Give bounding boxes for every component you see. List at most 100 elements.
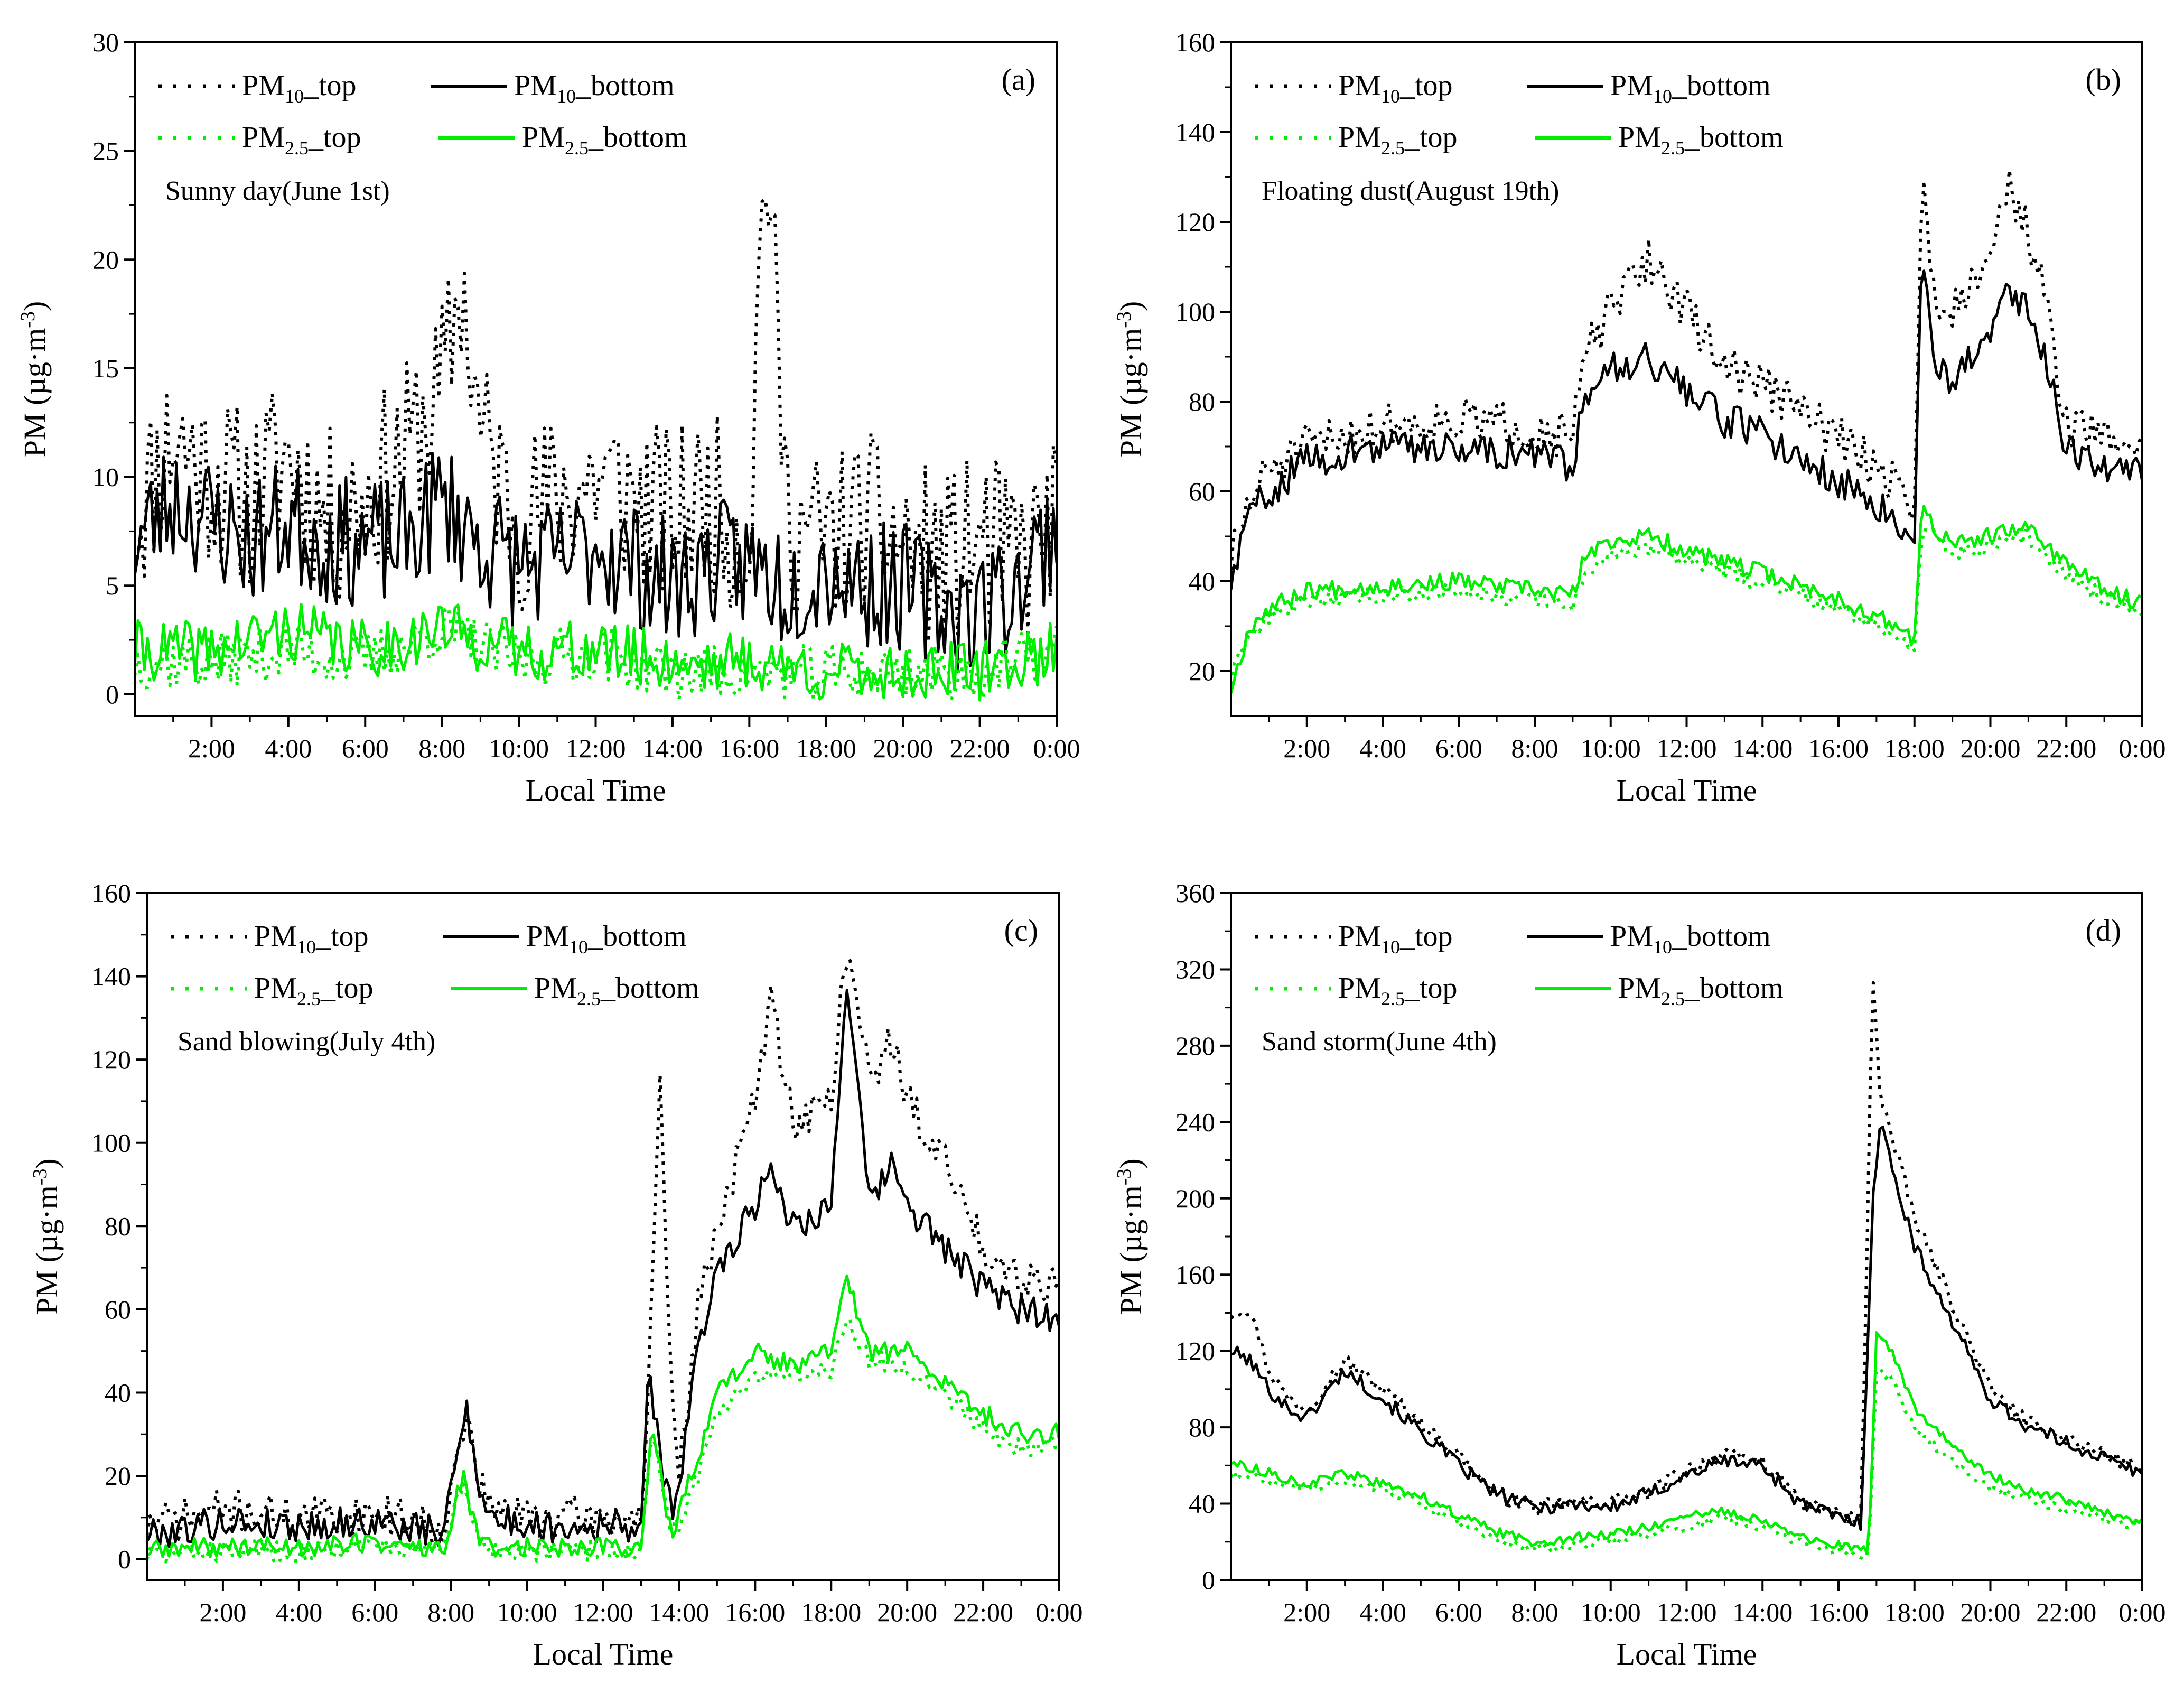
y-axis-title: PM (µg·m-3) — [1113, 1158, 1148, 1314]
y-tick-label: 80 — [1189, 1412, 1215, 1442]
series-group — [135, 197, 1057, 702]
y-axis-title-close: ) — [1114, 1158, 1148, 1168]
legend-label-pm25-top-main: PM — [1338, 121, 1381, 154]
legend-label-pm10-top-subscript: 10 — [1381, 936, 1400, 957]
legend-label-pm25-bottom-subscript: 2.5 — [1661, 988, 1685, 1009]
legend-label-pm25-bottom-main: PM — [534, 972, 577, 1005]
legend-label-pm10-top-subscript: 10 — [297, 936, 316, 957]
legend-label-pm25-bottom-main: PM — [1618, 972, 1661, 1005]
series-pm10-top — [1231, 981, 2142, 1526]
x-tick-label: 0:00 — [2119, 733, 2166, 763]
legend-label-pm10-top-suffix: _top — [303, 69, 357, 102]
legend-label-pm10-top-suffix: _top — [315, 920, 369, 953]
y-tick-label: 140 — [1175, 117, 1215, 147]
panel-label: (c) — [1004, 913, 1038, 947]
legend-label-pm10-top-suffix: _top — [1399, 920, 1453, 953]
x-tick-label: 18:00 — [1884, 733, 1945, 763]
x-tick-label: 12:00 — [573, 1597, 633, 1627]
legend-label-pm10-bottom-suffix: _bottom — [575, 69, 675, 102]
y-tick-label: 100 — [1175, 297, 1215, 327]
legend-label-pm25-top-suffix: _top — [1404, 121, 1458, 154]
y-tick-label: 0 — [118, 1545, 131, 1574]
x-tick-label: 12:00 — [1657, 733, 1717, 763]
x-tick-label: 22:00 — [950, 733, 1010, 763]
y-axis-title: PM (µg·m-3) — [29, 1158, 64, 1314]
legend-label-pm10-bottom-suffix: _bottom — [1672, 920, 1771, 953]
x-tick-label: 4:00 — [1359, 733, 1406, 763]
panel-c: 0 20 40 60 80 100 120 140 160 2:00 4:00 6:00 8:00 10:… — [29, 878, 1082, 1671]
x-axis-title: Local Time — [533, 1637, 674, 1671]
x-tick-label: 10:00 — [489, 733, 549, 763]
x-tick-label: 12:00 — [1657, 1597, 1717, 1627]
x-tick-label: 18:00 — [796, 733, 856, 763]
x-tick-label: 20:00 — [877, 1597, 937, 1627]
panel-label: (d) — [2085, 913, 2121, 947]
y-tick-label: 80 — [1189, 387, 1215, 416]
legend-label-pm10-bottom-subscript: 10 — [1653, 86, 1672, 107]
y-axis-title: PM (µg·m-3) — [1113, 301, 1148, 457]
y-tick-label: 40 — [1189, 1489, 1215, 1519]
event-annotation: Sunny day(June 1st) — [165, 176, 390, 206]
x-tick-label: 22:00 — [953, 1597, 1013, 1627]
legend-label-pm10-top: PM10_top — [242, 69, 357, 107]
legend-label-pm10-top: PM10_top — [254, 920, 369, 957]
x-tick-label: 4:00 — [265, 733, 312, 763]
legend-label-pm25-bottom-suffix: _bottom — [600, 972, 699, 1005]
panel-label: (a) — [1002, 62, 1035, 97]
panel-d: 0 40 80 120 160 200 240 280 320 360 2:00 4:00 6:00 8:… — [1113, 878, 2166, 1671]
y-axis-title-close: ) — [1114, 301, 1148, 311]
x-tick-label: 2:00 — [1283, 733, 1330, 763]
y-tick-label: 0 — [106, 680, 119, 709]
y-tick-label: 20 — [92, 245, 119, 274]
legend-label-pm25-top-subscript: 2.5 — [1381, 137, 1405, 159]
y-axis-title-sup: -3 — [1113, 1169, 1135, 1186]
x-tick-label: 20:00 — [1961, 733, 2021, 763]
y-axis-title-sup: -3 — [1113, 311, 1135, 328]
x-tick-label: 18:00 — [1884, 1597, 1945, 1627]
series-pm25-top — [1231, 1366, 2142, 1561]
x-axis-title: Local Time — [526, 773, 666, 807]
y-axis-title-sup: -3 — [29, 1169, 51, 1186]
y-tick-label: 15 — [92, 354, 119, 383]
legend-label-pm25-top-suffix: _top — [1404, 972, 1458, 1005]
y-tick-label: 320 — [1175, 954, 1215, 984]
y-tick-label: 200 — [1175, 1184, 1215, 1213]
x-tick-label: 10:00 — [1581, 1597, 1641, 1627]
legend-label-pm25-top: PM2.5_top — [1338, 121, 1458, 159]
x-tick-label: 22:00 — [2036, 1597, 2096, 1627]
legend-label-pm25-top: PM2.5_top — [242, 121, 361, 159]
y-tick-label: 40 — [105, 1378, 131, 1407]
x-axis-title: Local Time — [1617, 1637, 1757, 1671]
y-tick-label: 360 — [1175, 878, 1215, 908]
y-tick-label: 100 — [91, 1128, 131, 1158]
legend-label-pm10-bottom-main: PM — [1610, 920, 1653, 953]
y-tick-label: 30 — [92, 27, 119, 57]
y-tick-label: 240 — [1175, 1107, 1215, 1137]
legend-label-pm10-bottom: PM10_bottom — [514, 69, 675, 107]
y-tick-label: 160 — [1175, 27, 1215, 57]
legend-label-pm10-bottom-subscript: 10 — [557, 86, 576, 107]
y-axis-title-main: PM (µg·m — [30, 1185, 64, 1315]
legend-label-pm10-top-main: PM — [1338, 920, 1381, 953]
x-tick-label: 20:00 — [1961, 1597, 2021, 1627]
x-tick-label: 8:00 — [1511, 1597, 1558, 1627]
legend-label-pm10-bottom-suffix: _bottom — [587, 920, 687, 953]
series-group — [147, 959, 1059, 1564]
x-tick-label: 2:00 — [199, 1597, 246, 1627]
legend-label-pm10-bottom-subscript: 10 — [1653, 936, 1672, 957]
legend-label-pm25-top: PM2.5_top — [1338, 972, 1458, 1009]
x-tick-label: 6:00 — [351, 1597, 398, 1627]
legend-label-pm25-top: PM2.5_top — [254, 972, 374, 1009]
series-group — [1231, 168, 2142, 694]
legend-label-pm10-bottom-main: PM — [526, 920, 569, 953]
legend-label-pm25-top-main: PM — [254, 972, 297, 1005]
x-tick-label: 20:00 — [873, 733, 933, 763]
y-tick-label: 60 — [105, 1295, 131, 1324]
y-tick-label: 120 — [1175, 1336, 1215, 1366]
legend-label-pm25-bottom-subscript: 2.5 — [577, 988, 601, 1009]
x-tick-label: 10:00 — [1581, 733, 1641, 763]
x-tick-label: 0:00 — [1036, 1597, 1083, 1627]
x-tick-label: 14:00 — [642, 733, 703, 763]
